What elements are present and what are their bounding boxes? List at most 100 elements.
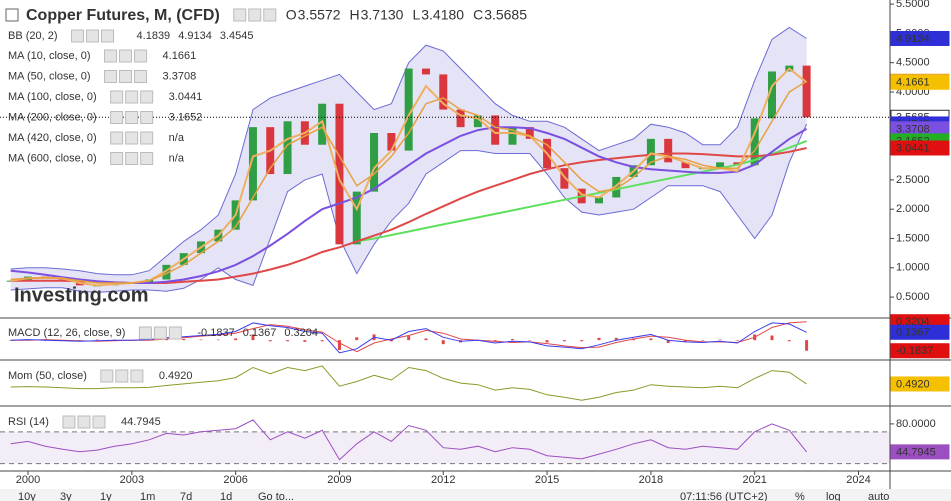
candle xyxy=(404,68,413,151)
macd-histogram-bar xyxy=(234,338,238,341)
scale-option[interactable]: log xyxy=(826,491,841,501)
x-tick-label: 2006 xyxy=(223,474,247,486)
collapse-icon[interactable] xyxy=(5,8,19,22)
candle xyxy=(473,115,482,128)
moving-average-line xyxy=(10,126,808,284)
control-icon[interactable] xyxy=(104,49,118,63)
control-icon[interactable] xyxy=(168,326,182,340)
macd-histogram-bar xyxy=(337,340,341,350)
control-icon[interactable] xyxy=(119,49,133,63)
control-icon[interactable] xyxy=(134,70,148,83)
candle xyxy=(664,138,673,163)
control-icon[interactable] xyxy=(130,369,144,383)
control-icon[interactable] xyxy=(110,90,124,104)
range-button[interactable]: 1d xyxy=(220,491,232,501)
control-icon[interactable] xyxy=(77,415,91,429)
control-icon[interactable] xyxy=(62,415,76,429)
macd-histogram-bar xyxy=(268,340,272,342)
indicator-line xyxy=(10,322,807,354)
candle xyxy=(646,138,655,166)
bollinger-lower xyxy=(10,123,808,293)
candle xyxy=(335,103,344,245)
moving-average-line xyxy=(356,139,807,243)
macd-histogram-bar xyxy=(805,340,809,351)
candle xyxy=(612,176,621,198)
macd-histogram-bar xyxy=(614,337,618,341)
clock: 07:11:56 (UTC+2) xyxy=(680,491,768,501)
control-icon[interactable] xyxy=(115,369,129,383)
candle xyxy=(491,115,500,145)
control-icon[interactable] xyxy=(140,152,154,165)
price-badge xyxy=(890,74,950,90)
ohlc-key: H xyxy=(349,7,359,23)
macd-histogram-bar xyxy=(510,339,514,341)
control-icon[interactable] xyxy=(140,111,154,124)
y-tick-label: 80.0000 xyxy=(896,418,936,430)
price-badge-label: 0.4920 xyxy=(896,378,930,390)
legend-value: n/a xyxy=(169,152,185,164)
control-icon[interactable] xyxy=(104,70,118,83)
range-button[interactable]: Go to... xyxy=(258,491,294,501)
range-button[interactable]: 10y xyxy=(18,491,36,501)
control-icon[interactable] xyxy=(110,111,124,124)
control-icon[interactable] xyxy=(138,326,152,340)
plot-layer: 0.50001.00001.50002.00002.50003.00003.50… xyxy=(0,0,936,465)
control-icon[interactable] xyxy=(100,369,114,383)
control-icon[interactable] xyxy=(71,29,85,43)
indicator-line xyxy=(10,419,807,461)
macd-histogram-bar xyxy=(528,340,532,341)
control-icon[interactable] xyxy=(233,8,247,22)
control-icon[interactable] xyxy=(92,415,106,429)
control-icon[interactable] xyxy=(263,8,277,22)
control-icon[interactable] xyxy=(119,70,133,83)
y-tick-label: 2.5000 xyxy=(896,174,930,186)
control-icon[interactable] xyxy=(248,8,262,22)
control-icon[interactable] xyxy=(125,90,139,104)
chart-title: Copper Futures, M, (CFD) xyxy=(26,7,220,24)
macd-histogram-bar xyxy=(286,340,290,342)
control-icon[interactable] xyxy=(125,111,139,124)
range-button[interactable]: 7d xyxy=(180,491,192,501)
ui-layer: 2000 2003 2006 2009 2012 2015 2018 2021 2024 4.91… xyxy=(5,7,950,501)
range-button[interactable]: 3y xyxy=(60,491,72,501)
scale-option[interactable]: % xyxy=(795,491,805,501)
candle xyxy=(681,162,690,169)
legend-value: 4.1839 xyxy=(137,30,171,42)
macd-histogram-bar xyxy=(95,339,99,341)
control-icon[interactable] xyxy=(140,131,154,145)
toolbar xyxy=(0,489,951,501)
legend-name: MA (10, close, 0) xyxy=(8,50,91,62)
control-icon[interactable] xyxy=(153,326,167,340)
control-icon[interactable] xyxy=(125,152,139,165)
range-button[interactable]: 1m xyxy=(140,491,155,501)
y-tick-label: 1.0000 xyxy=(896,262,930,274)
legend-value: 3.0441 xyxy=(169,91,203,103)
control-icon[interactable] xyxy=(110,152,124,165)
candle xyxy=(560,168,569,189)
bollinger-basis xyxy=(10,80,807,284)
macd-histogram-bar xyxy=(303,340,307,342)
control-icon[interactable] xyxy=(101,29,115,43)
control-icon[interactable] xyxy=(125,131,139,145)
candle xyxy=(716,162,725,169)
price-badge-label: 4.9134 xyxy=(896,33,930,45)
ohlc-key: C xyxy=(473,7,483,23)
candle xyxy=(508,127,517,145)
control-icon[interactable] xyxy=(134,49,148,63)
control-icon[interactable] xyxy=(110,131,124,145)
macd-histogram-bar xyxy=(389,340,393,342)
x-tick-label: 2000 xyxy=(16,474,40,486)
y-tick-label: 0.5000 xyxy=(896,291,930,303)
macd-histogram-bar xyxy=(441,340,445,345)
macd-histogram-bar xyxy=(649,338,653,341)
y-tick-label: 4.5000 xyxy=(896,57,930,69)
candle xyxy=(456,109,465,128)
control-icon[interactable] xyxy=(86,29,100,43)
control-icon[interactable] xyxy=(140,90,154,104)
range-button[interactable]: 1y xyxy=(100,491,112,501)
legend-value: n/a xyxy=(169,132,185,144)
scale-option[interactable]: auto xyxy=(868,491,889,501)
price-badge-label: 3.0441 xyxy=(896,142,930,154)
indicator-title: RSI (14) xyxy=(8,416,49,428)
